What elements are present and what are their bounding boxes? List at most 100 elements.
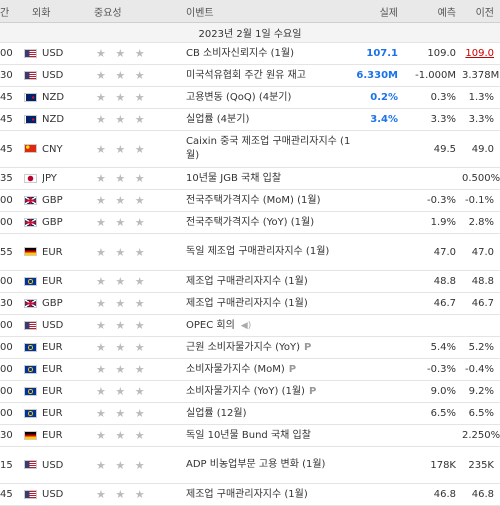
flag-cell: [18, 42, 42, 65]
event-label: 독일 10년물 Bund 국채 입찰: [186, 429, 311, 441]
table-row[interactable]: 00 EUR ★ ★ ★ 근원 소비자물가지수 (YoY) P 5.4% 5.2%: [0, 336, 500, 359]
event-label: OPEC 회의: [186, 319, 235, 331]
star-icon: ★ ★ ★: [96, 363, 148, 376]
event-name[interactable]: 제조업 구매관리자지수 (1월): [184, 270, 352, 293]
flag-cell: [18, 189, 42, 212]
header-actual-label: 실제: [379, 7, 398, 19]
previous-value: 46.8: [462, 483, 500, 506]
star-icon: ★ ★ ★: [96, 458, 148, 472]
event-name[interactable]: 소비자물가지수 (MoM) P: [184, 358, 352, 381]
eu-flag-icon: [24, 408, 37, 418]
currency-code: EUR: [42, 402, 92, 425]
table-row[interactable]: 00 EUR ★ ★ ★ 제조업 구매관리자지수 (1월) 48.8 48.8: [0, 270, 500, 293]
flag-cell: [18, 402, 42, 425]
previous-value: 1.3%: [462, 86, 500, 109]
event-name[interactable]: 실업률 (12월): [184, 402, 352, 425]
header-currency[interactable]: 외화: [18, 0, 92, 23]
previous-value: 6.5%: [462, 402, 500, 425]
table-row[interactable]: 00 USD ★ ★ ★ OPEC 회의 ◀): [0, 314, 500, 337]
header-row: 간 외화 중요성 이벤트 실제 예측 이전: [0, 0, 500, 23]
table-row[interactable]: 00 EUR ★ ★ ★ 실업률 (12월) 6.5% 6.5%: [0, 402, 500, 425]
table-row[interactable]: 45 NZD ★ ★ ★ 고용변동 (QoQ) (4분기) 0.2% 0.3% 1.3%: [0, 86, 500, 109]
event-name[interactable]: 근원 소비자물가지수 (YoY) P: [184, 336, 352, 359]
event-label: 실업률 (4분기): [186, 113, 250, 125]
star-icon: ★ ★ ★: [96, 488, 148, 501]
table-row[interactable]: 00 EUR ★ ★ ★ 소비자물가지수 (MoM) P -0.3% -0.4%: [0, 358, 500, 381]
event-time: 00: [0, 314, 18, 337]
importance-stars: ★ ★ ★: [92, 270, 184, 293]
table-row[interactable]: 00 GBP ★ ★ ★ 전국주택가격지수 (YoY) (1월) 1.9% 2.8%: [0, 211, 500, 234]
event-time: 30: [0, 424, 18, 447]
actual-value: [352, 270, 404, 293]
event-name[interactable]: 실업률 (4분기): [184, 108, 352, 131]
header-actual[interactable]: 실제: [352, 0, 404, 23]
flag-cell: [18, 358, 42, 381]
header-importance-label: 중요성: [94, 7, 122, 19]
preliminary-icon: P: [308, 385, 317, 397]
table-row[interactable]: 00 EUR ★ ★ ★ 소비자물가지수 (YoY) (1월) P 9.0% 9.2%: [0, 380, 500, 403]
importance-stars: ★ ★ ★: [92, 446, 184, 484]
currency-code: USD: [42, 42, 92, 65]
forecast-value: 6.5%: [404, 402, 462, 425]
header-event-label: 이벤트: [186, 7, 214, 19]
flag-cell: [18, 64, 42, 87]
eu-flag-icon: [24, 276, 37, 286]
previous-value: -0.4%: [462, 358, 500, 381]
currency-code: EUR: [42, 270, 92, 293]
header-importance[interactable]: 중요성: [92, 0, 184, 23]
gb-flag-icon: [24, 217, 37, 227]
event-name[interactable]: 10년물 JGB 국채 입찰: [184, 167, 352, 190]
event-name[interactable]: 고용변동 (QoQ) (4분기): [184, 86, 352, 109]
event-name[interactable]: 제조업 구매관리자지수 (1월): [184, 483, 352, 506]
speaker-icon: ◀): [240, 320, 252, 331]
currency-code: EUR: [42, 424, 92, 447]
currency-code: NZD: [42, 86, 92, 109]
table-row[interactable]: 45 USD ★ ★ ★ 제조업 구매관리자지수 (1월) 46.8 46.8: [0, 483, 500, 506]
eu-flag-icon: [24, 342, 37, 352]
table-row[interactable]: 15 USD ★ ★ ★ ADP 비농업부문 고용 변화 (1월) 178K 235K: [0, 446, 500, 484]
event-label: 전국주택가격지수 (YoY) (1월): [186, 216, 315, 228]
previous-value: 235K: [462, 446, 500, 484]
table-row[interactable]: 00 USD ★ ★ ★ CB 소비자신뢰지수 (1월) 107.1 109.0 109.0: [0, 42, 500, 65]
event-name[interactable]: 전국주택가격지수 (YoY) (1월): [184, 211, 352, 234]
table-row[interactable]: 30 GBP ★ ★ ★ 제조업 구매관리자지수 (1월) 46.7 46.7: [0, 292, 500, 315]
importance-stars: ★ ★ ★: [92, 483, 184, 506]
table-row[interactable]: 35 JPY ★ ★ ★ 10년물 JGB 국채 입찰 0.500%: [0, 167, 500, 190]
event-time: 00: [0, 402, 18, 425]
us-flag-icon: [24, 489, 37, 499]
header-previous[interactable]: 이전: [462, 0, 500, 23]
table-row[interactable]: 45 CNY ★ ★ ★ Caixin 중국 제조업 구매관리자지수 (1월) 49.5…: [0, 130, 500, 168]
event-name[interactable]: 독일 10년물 Bund 국채 입찰: [184, 424, 352, 447]
header-event[interactable]: 이벤트: [184, 0, 352, 23]
actual-value: 3.4%: [352, 108, 404, 131]
table-row[interactable]: 55 EUR ★ ★ ★ 독일 제조업 구매관리자지수 (1월) 47.0 47.0: [0, 233, 500, 271]
event-time: 00: [0, 358, 18, 381]
event-name[interactable]: CB 소비자신뢰지수 (1월): [184, 42, 352, 65]
star-icon: ★ ★ ★: [96, 245, 148, 259]
table-row[interactable]: 30 USD ★ ★ ★ 미국석유협회 주간 원유 재고 6.330M -1.000M 3.…: [0, 64, 500, 87]
event-name[interactable]: ADP 비농업부문 고용 변화 (1월): [184, 446, 352, 484]
currency-code: USD: [42, 483, 92, 506]
importance-stars: ★ ★ ★: [92, 358, 184, 381]
event-name[interactable]: 소비자물가지수 (YoY) (1월) P: [184, 380, 352, 403]
event-name[interactable]: Caixin 중국 제조업 구매관리자지수 (1월): [184, 130, 352, 168]
header-time[interactable]: 간: [0, 0, 18, 23]
actual-value: [352, 483, 404, 506]
event-time: 00: [0, 189, 18, 212]
event-name[interactable]: OPEC 회의 ◀): [184, 314, 352, 337]
event-name[interactable]: 독일 제조업 구매관리자지수 (1월): [184, 233, 352, 271]
event-name[interactable]: 전국주택가격지수 (MoM) (1월): [184, 189, 352, 212]
table-row[interactable]: 45 NZD ★ ★ ★ 실업률 (4분기) 3.4% 3.3% 3.3%: [0, 108, 500, 131]
star-icon: ★ ★ ★: [96, 319, 148, 332]
currency-code: CNY: [42, 130, 92, 168]
event-time: 45: [0, 130, 18, 168]
event-name[interactable]: 미국석유협회 주간 원유 재고: [184, 64, 352, 87]
table-row[interactable]: 00 GBP ★ ★ ★ 전국주택가격지수 (MoM) (1월) -0.3% -0.1%: [0, 189, 500, 212]
table-row[interactable]: 30 EUR ★ ★ ★ 독일 10년물 Bund 국채 입찰 2.250%: [0, 424, 500, 447]
header-forecast[interactable]: 예측: [404, 0, 462, 23]
event-label: 독일 제조업 구매관리자지수 (1월): [186, 246, 330, 257]
event-name[interactable]: 제조업 구매관리자지수 (1월): [184, 292, 352, 315]
event-label: 소비자물가지수 (MoM): [186, 363, 285, 375]
currency-code: EUR: [42, 358, 92, 381]
